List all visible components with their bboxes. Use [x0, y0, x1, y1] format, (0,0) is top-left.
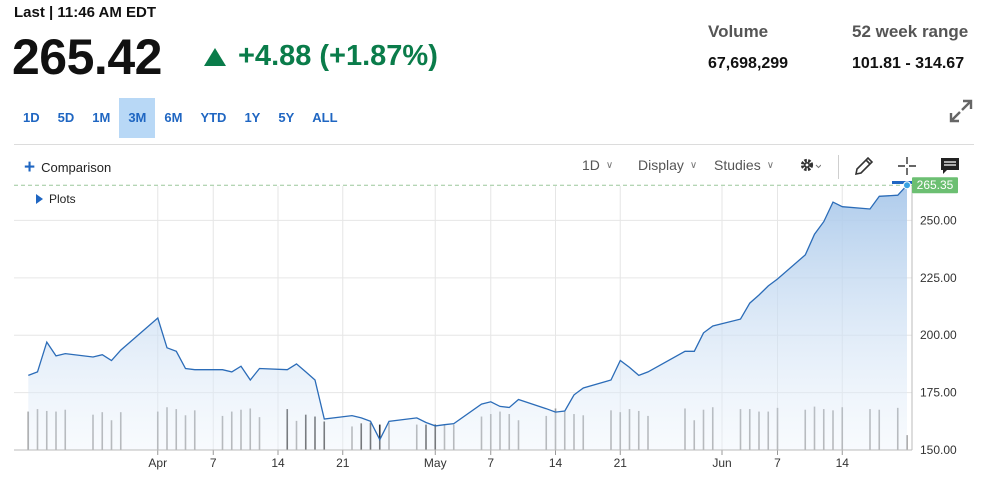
comment-icon[interactable] [938, 154, 962, 178]
x-tick-label: 14 [271, 456, 285, 470]
range-tab-1y[interactable]: 1Y [244, 110, 261, 125]
y-tick-label: 250.00 [920, 213, 957, 227]
y-tick-label: 225.00 [920, 271, 957, 285]
comparison-button[interactable]: + Comparison [24, 156, 112, 178]
last-point-marker [903, 181, 911, 190]
last-price-tag-label: 265.35 [917, 178, 954, 192]
chevron-down-icon: ∨ [605, 159, 614, 171]
display-dropdown[interactable]: Display ∨ [638, 157, 697, 173]
y-tick-label: 175.00 [920, 386, 957, 400]
x-tick-label: 21 [614, 456, 628, 470]
range-tab-3m[interactable]: 3M [119, 98, 156, 138]
price-change: +4.88 (+1.87%) [204, 40, 438, 73]
x-tick-label: 14 [549, 456, 563, 470]
plots-toggle[interactable]: Plots [36, 192, 76, 206]
x-tick-label: Jun [712, 456, 731, 470]
interval-label: 1D [582, 157, 600, 173]
price-line [28, 184, 908, 442]
x-tick-label: 21 [336, 456, 350, 470]
expand-icon[interactable] [948, 98, 974, 124]
x-tick-label: 7 [210, 456, 217, 470]
plots-label: Plots [49, 192, 76, 206]
range-label: 52 week range [852, 22, 969, 41]
crosshair-icon[interactable] [895, 154, 919, 178]
range-tab-6m[interactable]: 6M [164, 110, 183, 125]
x-tick-label: May [424, 456, 447, 470]
change-percent: (+1.87%) [319, 40, 438, 72]
comparison-label: Comparison [41, 160, 112, 175]
studies-dropdown[interactable]: Studies ∨ [714, 157, 774, 173]
range-tab-5d[interactable]: 5D [57, 110, 75, 125]
y-tick-label: 200.00 [920, 328, 957, 342]
chevron-down-icon: ∨ [689, 159, 698, 171]
range-tab-1m[interactable]: 1M [92, 110, 111, 125]
range-tab-all[interactable]: ALL [312, 110, 338, 125]
last-price: 265.42 [12, 29, 162, 85]
last-trade-time: Last | 11:46 AM EDT [14, 4, 157, 21]
display-label: Display [638, 157, 684, 173]
toolbar-separator [838, 155, 839, 179]
range-tab-1d[interactable]: 1D [23, 110, 40, 125]
last-price-tag [912, 177, 958, 194]
range-tab-ytd[interactable]: YTD [200, 110, 227, 125]
volume-value: 67,698,299 [708, 55, 789, 72]
interval-dropdown[interactable]: 1D ∨ [582, 157, 613, 173]
toolbar-divider [14, 144, 974, 145]
x-tick-label: 7 [774, 456, 781, 470]
studies-label: Studies [714, 157, 761, 173]
pencil-icon[interactable] [852, 154, 876, 178]
price-area [28, 185, 908, 450]
volume-label: Volume [708, 22, 769, 41]
change-value: +4.88 [238, 40, 312, 72]
up-arrow-icon [204, 47, 226, 66]
time-range-tabs: 1D 5D 1M 3M 6M YTD 1Y 5Y ALL [14, 98, 347, 138]
x-tick-label: 7 [487, 456, 494, 470]
y-tick-label: 150.00 [920, 443, 957, 457]
caret-right-icon [36, 194, 43, 204]
x-tick-label: 14 [836, 456, 850, 470]
range-value: 101.81 - 314.67 [852, 55, 965, 72]
gear-icon[interactable] [797, 154, 821, 178]
chevron-down-icon: ∨ [766, 159, 775, 171]
plus-icon: + [24, 156, 36, 178]
x-tick-label: Apr [148, 456, 167, 470]
range-tab-5y[interactable]: 5Y [278, 110, 295, 125]
